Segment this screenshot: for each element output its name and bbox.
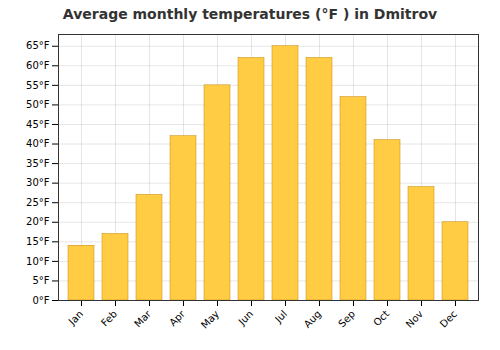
- svg-text:Oct: Oct: [371, 308, 391, 328]
- html-text:Average monthly temperatures (: Average monthly temperatures (°F ) in Dm…: [62, 6, 438, 22]
- svg-text:Jun: Jun: [236, 308, 256, 328]
- svg-text:Nov: Nov: [404, 308, 426, 330]
- svg-text:55°F: 55°F: [26, 80, 50, 91]
- svg-text:Aug: Aug: [302, 308, 324, 330]
- svg-text:45°F: 45°F: [26, 119, 50, 130]
- svg-text:40°F: 40°F: [26, 138, 50, 149]
- svg-text:Dec: Dec: [438, 308, 459, 329]
- svg-text:60°F: 60°F: [26, 60, 50, 71]
- svg-text:Mar: Mar: [132, 308, 154, 330]
- svg-text:Apr: Apr: [167, 308, 188, 329]
- svg-text:65°F: 65°F: [26, 40, 50, 51]
- svg-text:Sep: Sep: [336, 308, 357, 329]
- svg-text:10°F: 10°F: [26, 256, 50, 267]
- svg-text:30°F: 30°F: [26, 177, 50, 188]
- svg-text:20°F: 20°F: [26, 216, 50, 227]
- svg-text:50°F: 50°F: [26, 99, 50, 110]
- svg-text:Feb: Feb: [99, 308, 119, 328]
- svg-text:Jul: Jul: [272, 308, 289, 325]
- svg-text:0°F: 0°F: [32, 295, 49, 306]
- svg-text:35°F: 35°F: [26, 158, 50, 169]
- svg-text:5°F: 5°F: [32, 275, 49, 286]
- svg-text:15°F: 15°F: [26, 236, 50, 247]
- svg-text:May: May: [199, 308, 221, 330]
- svg-text:25°F: 25°F: [26, 197, 50, 208]
- svg-text:Jan: Jan: [66, 308, 85, 327]
